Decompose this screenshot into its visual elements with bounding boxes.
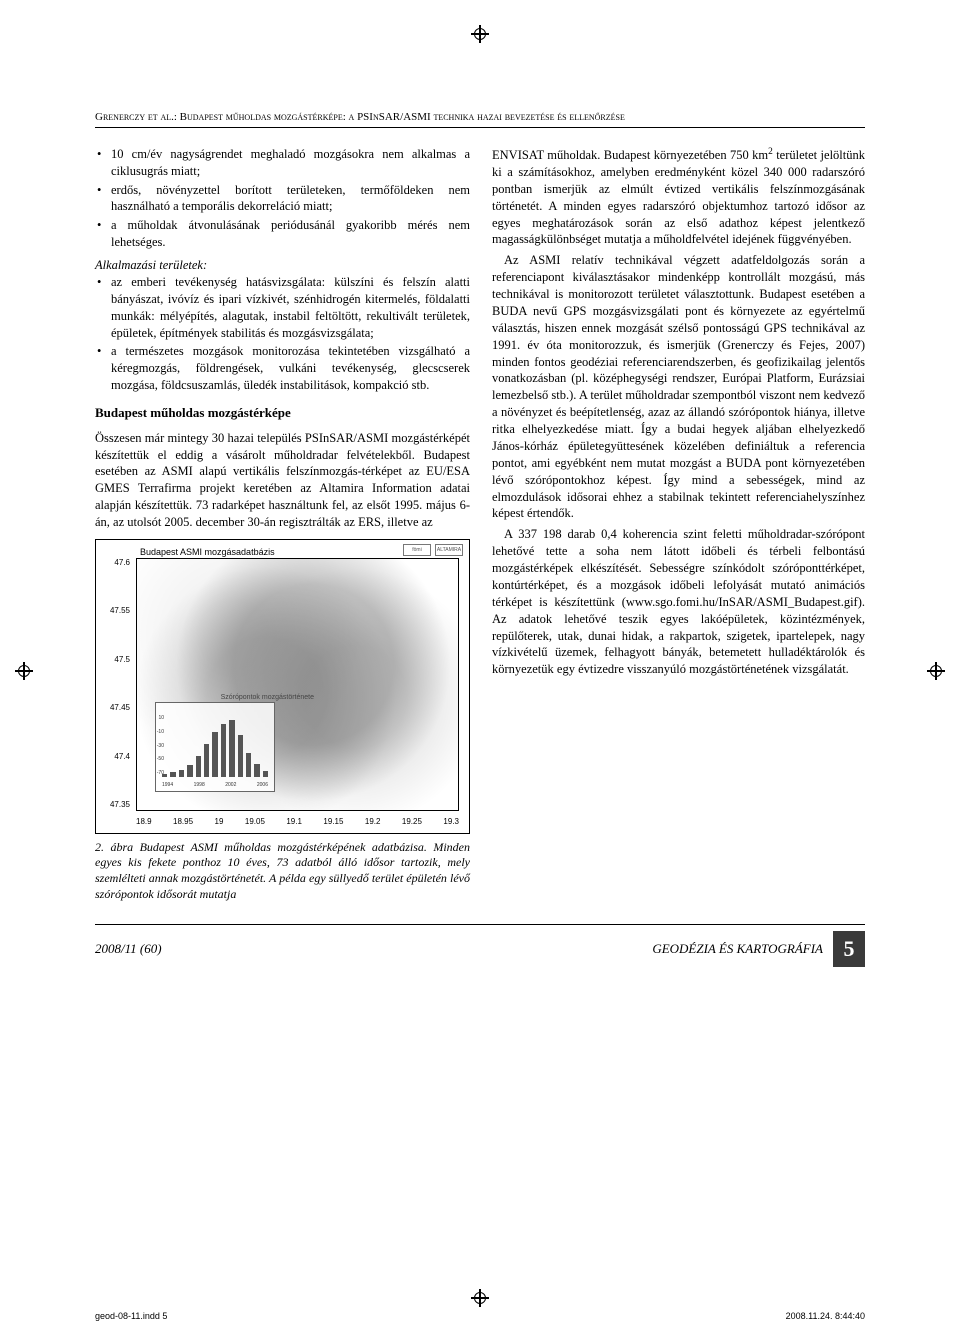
xtick: 18.9	[136, 817, 152, 829]
registration-mark-right	[927, 662, 945, 680]
xtick: 19.1	[286, 817, 302, 829]
bullet-item: 10 cm/év nagyságrendet meghaladó mozgáso…	[95, 146, 470, 180]
slug-timestamp: 2008.11.24. 8:44:40	[786, 1310, 865, 1322]
running-head: Grenerczy et al.: Budapest műholdas mozg…	[95, 110, 865, 128]
registration-mark-top	[471, 25, 489, 43]
ytick: 47.35	[100, 800, 130, 811]
figure-inset-chart: Szórópontok mozgástörténete 10 -10 -30 -…	[155, 702, 275, 792]
figure-title: Budapest ASMI mozgásadatbázis	[140, 546, 275, 558]
paragraph: Az ASMI relatív technikával végzett adat…	[492, 252, 865, 522]
figure-badges: fömi ALTAMIRA	[403, 544, 463, 556]
ytick: 47.4	[100, 752, 130, 763]
inset-xtick: 2002	[225, 782, 236, 789]
footer-issue: 2008/11 (60)	[95, 940, 162, 958]
bullet-list-main: 10 cm/év nagyságrendet meghaladó mozgáso…	[95, 146, 470, 251]
section-heading: Budapest műholdas mozgástérképe	[95, 404, 470, 422]
column-right: ENVISAT műholdak. Budapest környezetében…	[492, 146, 865, 902]
figure-2-map: Budapest ASMI mozgásadatbázis fömi ALTAM…	[95, 539, 470, 834]
inset-xtick: 2006	[257, 782, 268, 789]
footer-journal: GEODÉZIA ÉS KARTOGRÁFIA	[652, 940, 823, 958]
xtick: 19.2	[365, 817, 381, 829]
figure-y-axis: 47.6 47.55 47.5 47.45 47.4 47.35	[100, 558, 130, 811]
ytick: 47.5	[100, 655, 130, 666]
page-content: Grenerczy et al.: Budapest műholdas mozg…	[95, 110, 865, 967]
figure-plot-area: Szórópontok mozgástörténete 10 -10 -30 -…	[136, 558, 459, 811]
text-columns: 10 cm/év nagyságrendet meghaladó mozgáso…	[95, 146, 865, 902]
inset-bars	[162, 717, 268, 777]
print-slug: geod-08-11.indd 5 2008.11.24. 8:44:40	[95, 1310, 865, 1322]
bullet-item: a természetes mozgások monitorozása teki…	[95, 343, 470, 394]
xtick: 19.3	[443, 817, 459, 829]
ytick: 47.6	[100, 558, 130, 569]
badge-fomi: fömi	[403, 544, 431, 556]
running-head-title: : Budapest műholdas mozgástérképe: a PSI…	[174, 111, 625, 123]
slug-file: geod-08-11.indd 5	[95, 1310, 167, 1322]
ytick: 47.45	[100, 703, 130, 714]
xtick: 18.95	[173, 817, 193, 829]
paragraph: A 337 198 darab 0,4 koherencia szint fel…	[492, 526, 865, 678]
xtick: 19.05	[245, 817, 265, 829]
xtick: 19.25	[402, 817, 422, 829]
column-left: 10 cm/év nagyságrendet meghaladó mozgáso…	[95, 146, 470, 902]
badge-altamira: ALTAMIRA	[435, 544, 463, 556]
figure-x-axis: 18.9 18.95 19 19.05 19.1 19.15 19.2 19.2…	[136, 817, 459, 829]
registration-mark-left	[15, 662, 33, 680]
xtick: 19.15	[323, 817, 343, 829]
page-footer: 2008/11 (60) GEODÉZIA ÉS KARTOGRÁFIA 5	[95, 924, 865, 967]
inset-xtick: 1994	[162, 782, 173, 789]
paragraph: Összesen már mintegy 30 hazai település …	[95, 430, 470, 531]
running-head-authors: Grenerczy et al.	[95, 111, 174, 123]
para1-post: területet jelöltünk ki a számításokhoz, …	[492, 148, 865, 246]
paragraph: ENVISAT műholdak. Budapest környezetében…	[492, 146, 865, 248]
inset-title: Szórópontok mozgástörténete	[221, 693, 314, 702]
inset-x-axis: 1994 1998 2002 2006	[162, 782, 268, 789]
bullet-item: a műholdak átvonulásának periódusánál gy…	[95, 217, 470, 251]
para1-pre: ENVISAT műholdak. Budapest környezetében…	[492, 148, 768, 162]
subheading-applications: Alkalmazási területek:	[95, 257, 470, 274]
xtick: 19	[215, 817, 224, 829]
bullet-item: az emberi tevékenység hatásvizsgálata: k…	[95, 274, 470, 342]
bullet-list-applications: az emberi tevékenység hatásvizsgálata: k…	[95, 274, 470, 394]
inset-xtick: 1998	[194, 782, 205, 789]
bullet-item: erdős, növényzettel borított területeken…	[95, 182, 470, 216]
ytick: 47.55	[100, 606, 130, 617]
page-number: 5	[833, 931, 865, 967]
registration-mark-bottom	[471, 1289, 489, 1307]
figure-caption: 2. ábra Budapest ASMI műholdas mozgástér…	[95, 840, 470, 902]
